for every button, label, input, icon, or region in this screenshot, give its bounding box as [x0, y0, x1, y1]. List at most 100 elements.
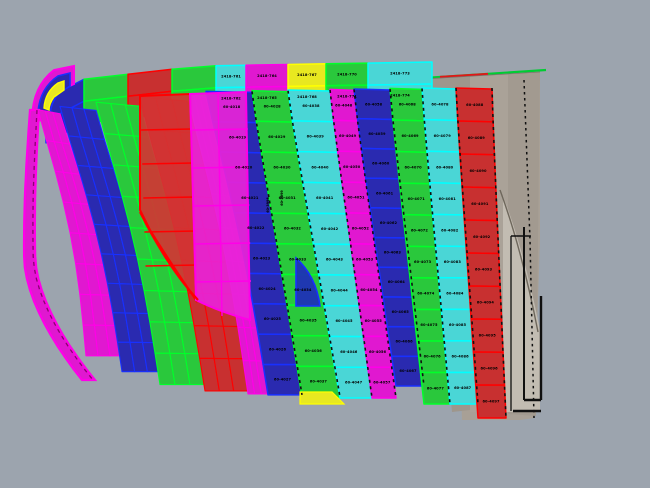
- seam-dash: [455, 87, 479, 405]
- element-id-label: 60-4041: [316, 196, 334, 200]
- element-id-label: 60-4047: [345, 381, 363, 385]
- element-id-label: 60-4076: [424, 355, 442, 359]
- element-id-label: 60-4095: [479, 334, 497, 338]
- element-id-label: 60-4026: [269, 347, 287, 351]
- fillet-arc: [499, 189, 539, 333]
- element-id-label: 2418-761: [221, 74, 241, 78]
- flange-rule: [191, 128, 248, 131]
- flange-rule: [143, 196, 195, 199]
- column-magenta-outer[interactable]: [37, 109, 123, 357]
- element-id-label: 60-4055: [365, 319, 383, 323]
- element-id-label: 60-4087: [454, 386, 472, 390]
- element-id-label: 60-4083: [444, 260, 462, 264]
- element-id-label: 60-4035: [299, 318, 317, 322]
- mesh-root[interactable]: [22, 61, 507, 419]
- element-id-label: 60-4096: [481, 367, 499, 371]
- element-id-label: 60-4027: [274, 378, 292, 382]
- element-id-label: 60-4090: [469, 169, 487, 173]
- panel-top-edge: [423, 71, 541, 80]
- bottom-yellow-sliver[interactable]: [299, 391, 346, 405]
- element-id-label: 60-4048: [335, 103, 353, 107]
- element-id-label: 60-4075: [420, 323, 438, 327]
- element-id-label: 60-3998: [266, 197, 270, 213]
- element-id-label: 60-4030: [273, 166, 291, 170]
- mesh-cell[interactable]: [474, 384, 507, 419]
- element-id-label: 2418-768: [297, 95, 317, 99]
- seam-dash: [421, 88, 451, 405]
- panel-pale-region: [503, 196, 540, 412]
- element-id-label: 60-4033: [289, 257, 307, 261]
- element-id-label: 60-4040: [311, 165, 329, 169]
- element-id-label: 60-4070: [404, 166, 422, 170]
- element-id-label: 60-4050: [343, 165, 361, 169]
- element-id-label: 2418-765: [257, 96, 277, 100]
- element-id-label: 2418-770: [337, 72, 357, 76]
- element-id-label: 60-4051: [347, 196, 365, 200]
- element-id-label: 60-4022: [247, 226, 265, 230]
- element-id-label: 60-4058: [365, 102, 383, 106]
- element-id-label: 60-4073: [414, 260, 432, 264]
- element-id-label: 60-4063: [384, 251, 402, 255]
- element-id-label: 60-4093: [475, 268, 493, 272]
- element-id-label: 60-4019: [229, 135, 247, 139]
- corner-detail-cell[interactable]: [30, 64, 75, 124]
- element-id-label: 60-4085: [449, 323, 467, 327]
- element-id-label: 60-4031: [279, 196, 297, 200]
- flange-fillet-arc: [139, 211, 199, 301]
- column-magenta-2[interactable]: [329, 88, 397, 399]
- element-id-label: 60-4020: [235, 166, 253, 170]
- element-id-label: 60-4077: [427, 386, 445, 390]
- column-red-2[interactable]: [455, 87, 507, 419]
- blue-arc-detail[interactable]: [295, 256, 321, 307]
- seam-dash: [389, 88, 425, 387]
- element-id-label: 60-4038: [302, 104, 320, 108]
- element-id-label: 60-4068: [399, 103, 417, 107]
- element-id-label: 60-4086: [451, 355, 469, 359]
- element-id-label: 60-4089: [468, 136, 486, 140]
- element-labels: 2418-761 2418-762 2418-764 2418-765 2418-767…: [221, 72, 500, 404]
- element-id-label: 60-4065: [392, 310, 410, 314]
- element-id-label: 60-4074: [417, 292, 435, 296]
- element-id-label: 60-4071: [408, 197, 426, 201]
- element-id-label: 60-4018: [223, 105, 241, 109]
- element-id-label: 60-4036: [305, 349, 323, 353]
- element-id-label: 60-3999: [280, 190, 284, 206]
- inner-curved-flange[interactable]: [139, 90, 252, 322]
- element-id-label: 60-4053: [356, 257, 374, 261]
- flange-rule: [195, 280, 252, 283]
- element-id-label: 60-4060: [372, 162, 390, 166]
- element-id-label: 2418-774: [390, 94, 410, 98]
- corner-yellow[interactable]: [43, 80, 65, 112]
- element-id-label: 60-4044: [331, 288, 349, 292]
- element-id-label: 60-4057: [373, 381, 391, 385]
- panel-top-strip-red: [439, 72, 489, 79]
- column-cyan-1[interactable]: [287, 89, 373, 399]
- element-id-label: 60-4046: [340, 350, 358, 354]
- flange-rule: [192, 166, 249, 169]
- element-id-label: 60-4084: [446, 292, 464, 296]
- column-seam-lines: [251, 87, 507, 419]
- element-id-label: 60-4066: [396, 340, 414, 344]
- element-id-label: 2418-764: [257, 74, 277, 78]
- element-id-label: 2418-762: [221, 96, 241, 100]
- flange-rule: [194, 242, 251, 245]
- flange-cell[interactable]: [171, 64, 217, 92]
- element-id-label: 60-4021: [241, 196, 259, 200]
- blue-arc-face[interactable]: [295, 256, 321, 307]
- outer-magenta-rim[interactable]: [22, 108, 98, 382]
- element-id-label: 60-4052: [352, 227, 370, 231]
- element-id-label: 60-4081: [439, 197, 457, 201]
- element-id-label: 60-4025: [264, 317, 282, 321]
- element-id-label: 60-4059: [368, 132, 386, 136]
- element-id-label: 60-4082: [441, 228, 459, 232]
- element-id-label: 60-4072: [411, 229, 429, 233]
- element-id-label: 60-4029: [268, 135, 286, 139]
- flange-rule: [144, 230, 196, 233]
- element-id-label: 2418-771: [337, 94, 357, 98]
- element-id-label: 60-4078: [431, 102, 449, 106]
- element-id-label: 2418-773: [390, 72, 410, 76]
- element-id-label: 60-4080: [436, 165, 454, 169]
- element-id-label: 60-4024: [259, 287, 277, 291]
